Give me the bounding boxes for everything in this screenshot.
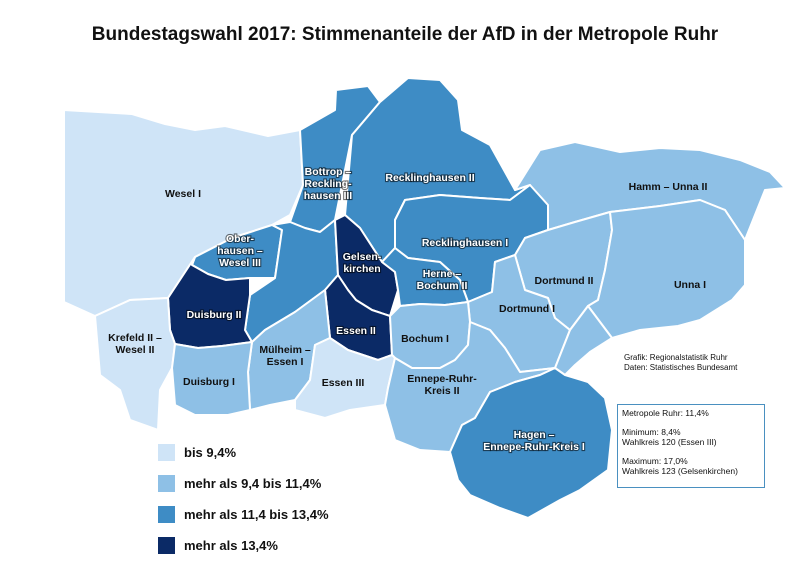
district-label-gelsenkirchen: Gelsen-kirchen	[343, 251, 382, 275]
info-average: Metropole Ruhr: 11,4%	[622, 408, 709, 418]
info-minimum-district: Wahlkreis 120 (Essen III)	[622, 437, 717, 447]
district-label-muelheim: Mülheim – Essen I	[259, 344, 311, 368]
district-label-reck1: Recklinghausen I	[422, 237, 508, 249]
district-label-reck2: Recklinghausen II	[385, 172, 474, 184]
district-label-duisburg1: Duisburg I	[183, 376, 235, 388]
info-maximum: Maximum: 17,0%	[622, 455, 688, 466]
district-label-hagen: Hagen – Ennepe-Ruhr-Kreis I	[483, 429, 585, 453]
legend-swatch	[158, 475, 175, 492]
district-label-hamm: Hamm – Unna II	[629, 181, 708, 193]
source-graphic: Grafik: Regionalstatistik Ruhr	[624, 353, 728, 362]
district-unna-i[interactable]	[587, 199, 746, 339]
district-label-oberhausen: Ober-hausen – Wesel III	[217, 233, 263, 269]
district-krefeld-ii-wesel-ii[interactable]	[94, 297, 176, 431]
district-bottrop-recklinghausen-iii[interactable]	[289, 85, 381, 233]
map-title: Bundestagswahl 2017: Stimmenanteile der …	[91, 24, 719, 45]
district-unna-i-south[interactable]	[554, 305, 613, 376]
legend-label: mehr als 11,4 bis 13,4%	[184, 507, 329, 522]
district-label-duisburg2: Duisburg II	[187, 309, 242, 321]
district-label-krefeld: Krefeld II – Wesel II	[108, 332, 162, 356]
district-label-bottrop: Bottrop – Reckling-hausen III	[304, 166, 353, 202]
district-label-dortmund2: Dortmund II	[535, 275, 594, 287]
district-duisburg-i[interactable]	[171, 341, 253, 416]
info-box: Metropole Ruhr: 11,4% Minimum: 8,4% Wahl…	[617, 404, 765, 488]
district-label-unna1: Unna I	[674, 279, 706, 291]
info-maximum-district: Wahlkreis 123 (Gelsenkirchen)	[622, 466, 738, 476]
legend-label: mehr als 13,4%	[184, 538, 278, 553]
district-label-bochum1: Bochum I	[401, 333, 449, 345]
info-minimum: Minimum: 8,4%	[622, 426, 681, 437]
district-label-dortmund1: Dortmund I	[499, 303, 555, 315]
district-label-essen2: Essen II	[336, 325, 376, 337]
district-hagen-ennepe-ruhr-kreis-i[interactable]	[449, 367, 613, 519]
legend-swatch	[158, 444, 175, 461]
source-data: Daten: Statistisches Bundesamt	[624, 363, 738, 372]
district-label-essen3: Essen III	[322, 377, 365, 389]
district-label-herne: Herne – Bochum II	[417, 268, 468, 292]
labels-layer: Wesel I Bottrop – Reckling-hausen III Reckl…	[108, 165, 708, 454]
legend-swatch	[158, 537, 175, 554]
district-label-ennepe2: Ennepe-Ruhr-Kreis II	[407, 373, 477, 397]
districts-layer	[63, 77, 786, 519]
legend-swatch	[158, 506, 175, 523]
district-label-wesel: Wesel I	[165, 188, 201, 200]
legend-label: bis 9,4%	[184, 445, 237, 460]
legend-label: mehr als 9,4 bis 11,4%	[184, 476, 322, 491]
source-note: Grafik: Regionalstatistik Ruhr Daten: St…	[624, 353, 737, 373]
